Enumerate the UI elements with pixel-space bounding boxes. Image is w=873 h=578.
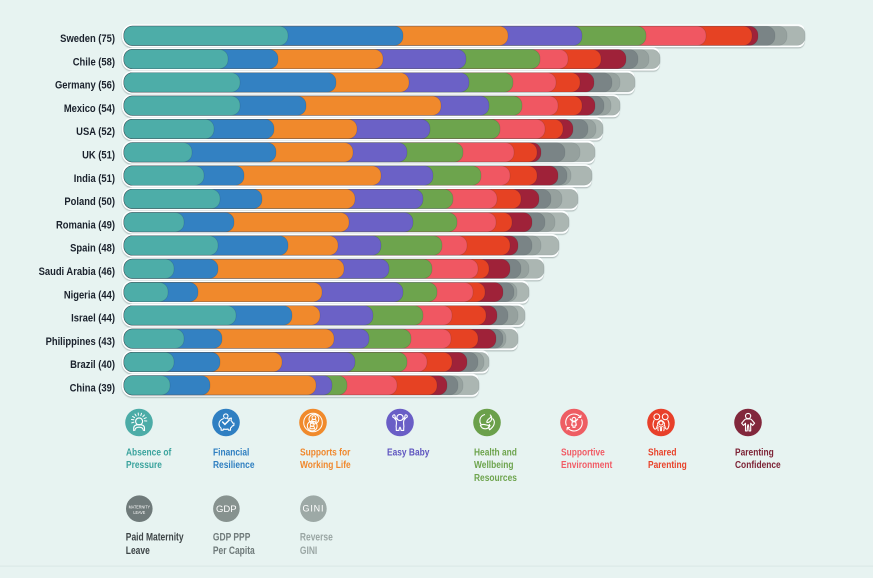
svg-text:Spain (48): Spain (48) — [70, 243, 115, 255]
svg-text:Parenting: Parenting — [735, 447, 774, 459]
svg-text:Per Capita: Per Capita — [213, 545, 255, 557]
svg-text:Philippines (43): Philippines (43) — [46, 336, 115, 348]
svg-text:Resources: Resources — [474, 472, 517, 484]
svg-text:GDP PPP: GDP PPP — [213, 531, 251, 543]
svg-text:Confidence: Confidence — [735, 459, 781, 471]
svg-text:Absence of: Absence of — [126, 447, 172, 459]
svg-text:Mexico (54): Mexico (54) — [64, 103, 115, 115]
svg-text:Easy Baby: Easy Baby — [387, 447, 430, 459]
svg-text:Pressure: Pressure — [126, 459, 162, 471]
svg-text:Saudi Arabia (46): Saudi Arabia (46) — [39, 266, 115, 278]
svg-text:China (39): China (39) — [70, 383, 115, 395]
svg-text:India (51): India (51) — [74, 173, 115, 185]
svg-text:Brazil (40): Brazil (40) — [70, 360, 115, 372]
svg-text:GINI: GINI — [300, 545, 318, 557]
svg-text:Health and: Health and — [474, 447, 517, 459]
svg-text:Sweden (75): Sweden (75) — [60, 33, 115, 45]
svg-text:Nigeria (44): Nigeria (44) — [64, 290, 115, 302]
svg-text:Germany (56): Germany (56) — [55, 80, 115, 92]
svg-text:Parenting: Parenting — [648, 459, 687, 471]
svg-text:Financial: Financial — [213, 447, 249, 459]
svg-text:Paid Maternity: Paid Maternity — [126, 531, 184, 543]
svg-text:Poland (50): Poland (50) — [64, 196, 115, 208]
svg-text:LEAVE: LEAVE — [133, 509, 145, 515]
svg-text:Wellbeing: Wellbeing — [474, 459, 514, 471]
svg-text:Environment: Environment — [561, 459, 613, 471]
svg-text:Supports for: Supports for — [300, 447, 351, 459]
svg-text:Chile (58): Chile (58) — [73, 57, 115, 69]
svg-text:Resilience: Resilience — [213, 459, 255, 471]
svg-text:GINI: GINI — [303, 504, 325, 514]
svg-text:Reverse: Reverse — [300, 531, 333, 543]
svg-text:Leave: Leave — [126, 545, 150, 557]
svg-text:USA (52): USA (52) — [76, 127, 115, 139]
svg-text:MATERNITY: MATERNITY — [129, 504, 151, 510]
svg-text:Romania (49): Romania (49) — [56, 220, 115, 232]
svg-text:Israel (44): Israel (44) — [71, 313, 115, 325]
svg-text:UK (51): UK (51) — [82, 150, 115, 162]
svg-text:Working Life: Working Life — [300, 459, 351, 471]
svg-text:GDP: GDP — [216, 504, 237, 515]
svg-text:Supportive: Supportive — [561, 447, 605, 459]
svg-text:Shared: Shared — [648, 447, 677, 459]
